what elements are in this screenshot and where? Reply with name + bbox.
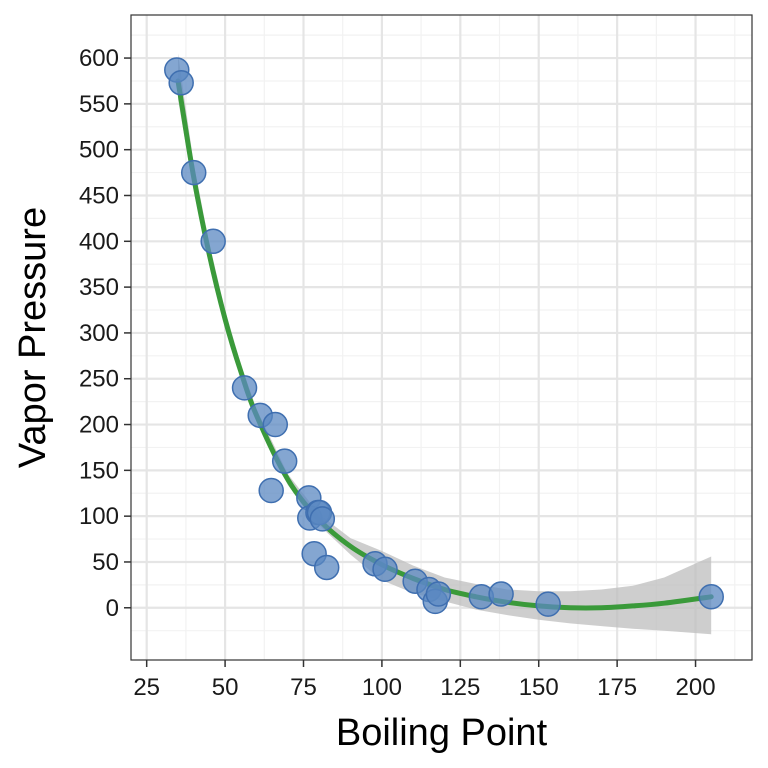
y-axis-title: Vapor Pressure <box>12 207 54 468</box>
x-tick-label: 25 <box>133 674 160 701</box>
data-point <box>313 554 340 581</box>
x-tick-label: 50 <box>212 674 239 701</box>
y-tick-label: 500 <box>79 137 119 164</box>
scatter-points <box>164 57 724 617</box>
y-tick-label: 600 <box>79 45 119 72</box>
data-point <box>271 448 298 474</box>
y-tick-label: 100 <box>79 503 119 530</box>
y-tick-label: 0 <box>106 595 119 622</box>
panel-border <box>130 14 753 661</box>
y-tick-label: 350 <box>79 274 119 301</box>
x-tick-label: 150 <box>519 674 559 701</box>
y-tick-label: 50 <box>92 549 119 576</box>
data-point <box>168 70 194 96</box>
y-tick-label: 200 <box>79 412 119 439</box>
x-tick-label: 75 <box>290 674 317 701</box>
x-tick-label: 125 <box>440 674 480 701</box>
y-tick-label: 550 <box>79 91 119 118</box>
data-point <box>698 584 724 610</box>
y-tick-label: 400 <box>79 228 119 255</box>
y-axis-ticks: 0 50 100 150 200 250 300 350 400 450 500 550 600 <box>79 45 131 622</box>
y-tick-label: 150 <box>79 457 119 484</box>
data-point <box>535 591 561 617</box>
x-tick-label: 175 <box>597 674 637 701</box>
data-point <box>200 228 226 255</box>
y-tick-label: 250 <box>79 366 119 393</box>
data-point <box>258 477 284 504</box>
x-axis-title: Boiling Point <box>336 712 548 754</box>
data-point <box>372 556 398 583</box>
y-tick-label: 300 <box>79 320 119 347</box>
data-point <box>309 506 336 532</box>
data-point <box>231 375 258 401</box>
x-tick-label: 200 <box>676 674 716 701</box>
x-axis-ticks: 25 50 75 100 125 150 175 200 <box>133 660 716 701</box>
data-point <box>488 581 514 607</box>
x-tick-label: 100 <box>362 674 402 701</box>
data-point <box>262 411 289 438</box>
y-tick-label: 450 <box>79 182 119 209</box>
data-point <box>425 581 452 607</box>
data-point <box>180 159 207 186</box>
